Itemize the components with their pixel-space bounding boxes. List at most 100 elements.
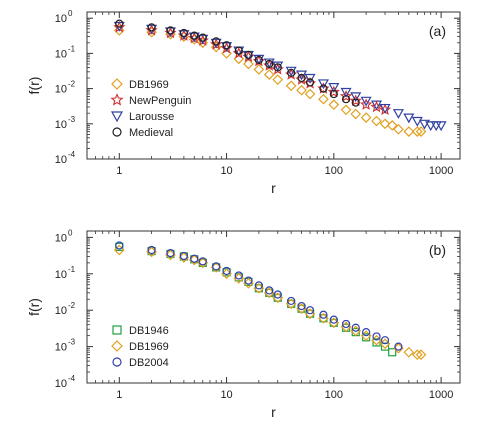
plot-frame — [86, 11, 461, 160]
data-point — [327, 85, 340, 98]
data-point — [362, 328, 371, 337]
x-tick-label: 10 — [220, 389, 232, 401]
data-point — [360, 96, 372, 107]
data-point — [415, 126, 427, 137]
x-tick-label: 1000 — [429, 165, 453, 177]
data-point — [272, 74, 284, 85]
data-point — [210, 38, 222, 49]
data-point — [392, 109, 404, 119]
data-point — [351, 98, 360, 107]
data-point — [329, 318, 338, 327]
data-point — [115, 241, 124, 250]
data-point — [285, 66, 297, 77]
panel-label: (b) — [429, 242, 446, 258]
data-point — [403, 346, 415, 358]
y-tick-label: 10 — [55, 232, 67, 244]
data-point — [388, 348, 397, 357]
data-point — [425, 121, 437, 132]
data-point — [265, 286, 274, 295]
panel-label: (a) — [429, 23, 446, 39]
y-tick-exponent: -3 — [68, 115, 76, 124]
data-point — [113, 244, 125, 256]
data-point — [178, 30, 190, 40]
data-point — [372, 332, 381, 341]
data-point — [115, 19, 124, 28]
y-tick-label: 10 — [55, 378, 67, 390]
data-point — [287, 299, 296, 308]
legend-marker — [110, 93, 124, 106]
x-axis-label: r — [271, 404, 276, 420]
data-point — [272, 61, 284, 72]
data-point — [273, 293, 282, 302]
y-tick-exponent: -2 — [68, 80, 76, 89]
data-point — [113, 25, 125, 36]
data-point — [329, 89, 338, 99]
series-db1946 — [115, 242, 397, 357]
data-point — [403, 113, 415, 124]
y-tick-exponent: -4 — [68, 150, 76, 159]
data-point — [415, 349, 427, 361]
data-point — [319, 310, 328, 319]
y-tick-exponent: -2 — [68, 301, 76, 310]
plot-frame — [86, 230, 461, 384]
data-point — [166, 26, 175, 35]
y-tick-exponent: -1 — [68, 44, 76, 53]
data-point — [305, 306, 315, 315]
data-point — [386, 120, 398, 131]
data-point — [341, 319, 351, 329]
data-point — [212, 262, 221, 271]
y-axis-label: f(r) — [26, 298, 42, 316]
data-point — [285, 80, 297, 92]
x-tick-label: 100 — [325, 165, 343, 177]
y-tick-exponent: -3 — [68, 338, 76, 347]
data-point — [164, 27, 177, 38]
data-point — [265, 59, 274, 69]
data-point — [380, 336, 390, 345]
legend-label: Larousse — [129, 111, 174, 123]
data-point — [198, 33, 207, 42]
y-tick-label: 10 — [55, 13, 67, 25]
y-tick-label: 10 — [55, 48, 67, 60]
data-point — [179, 28, 188, 38]
data-point — [360, 112, 372, 123]
data-point — [340, 104, 352, 116]
data-point — [243, 58, 254, 70]
data-point — [297, 301, 306, 311]
data-point — [222, 41, 231, 50]
data-point — [329, 315, 338, 324]
data-point — [328, 83, 340, 93]
data-point — [340, 87, 352, 98]
series-db2004 — [115, 241, 403, 351]
data-point — [263, 69, 275, 80]
x-axis-label: r — [271, 180, 276, 196]
x-tick-label: 1 — [116, 389, 122, 401]
y-tick-exponent: -1 — [68, 265, 76, 274]
data-point — [393, 123, 404, 135]
x-tick-label: 100 — [325, 389, 343, 401]
data-point — [328, 99, 340, 110]
data-point — [221, 42, 233, 52]
data-point — [254, 281, 263, 290]
data-point — [341, 95, 351, 104]
data-point — [403, 126, 415, 137]
data-point — [190, 254, 199, 263]
data-point — [147, 23, 156, 32]
data-point — [273, 63, 282, 72]
data-point — [263, 58, 275, 69]
data-point — [166, 249, 175, 258]
legend-label: DB1969 — [129, 341, 169, 353]
data-point — [411, 349, 423, 361]
data-point — [370, 100, 383, 111]
data-point — [197, 34, 209, 45]
data-point — [319, 314, 328, 323]
legend-label: DB2004 — [129, 357, 169, 369]
legend-marker — [110, 111, 124, 123]
y-tick-label: 10 — [55, 154, 67, 166]
data-point — [253, 64, 265, 75]
y-tick-label: 10 — [55, 84, 67, 96]
data-point — [411, 116, 423, 127]
data-point — [305, 309, 315, 318]
legend-marker — [111, 78, 123, 90]
y-axis-label: f(r) — [26, 77, 42, 95]
